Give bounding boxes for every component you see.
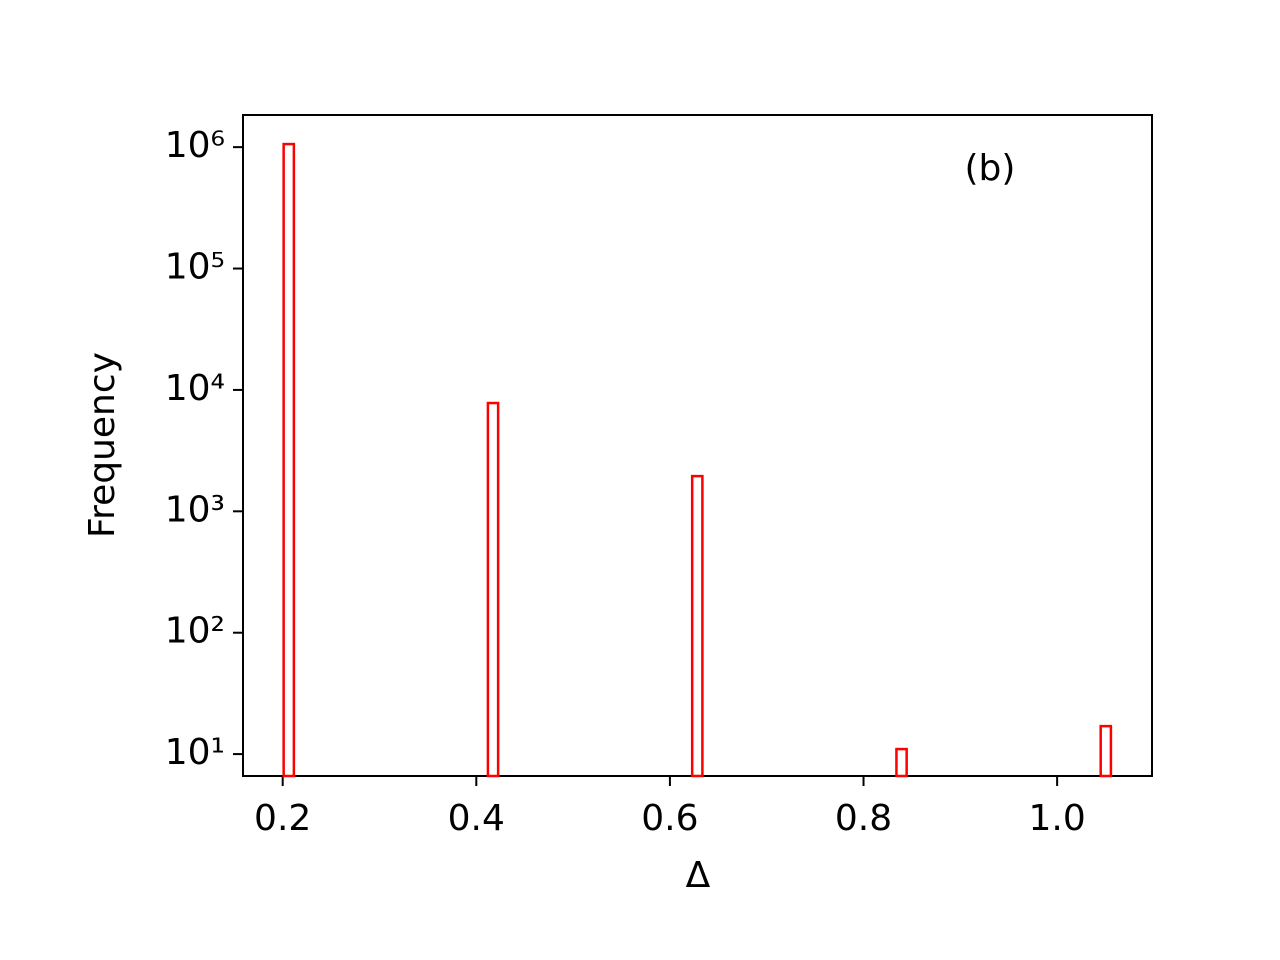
histogram-bar [690,474,704,778]
x-tick-label: 0.2 [254,798,311,839]
y-tick-label: 10¹ [165,732,225,773]
x-tick-label: 0.6 [641,798,698,839]
x-axis-label: Δ [686,855,711,896]
y-tick-label: 10⁵ [165,247,225,288]
y-axis-label: Frequency [82,352,123,538]
plot-frame [242,114,1153,777]
annotation: (b) [965,148,1016,189]
x-tick-label: 0.8 [835,798,892,839]
y-tick-label: 10³ [165,489,225,530]
histogram-bar [486,401,500,778]
x-tick-label: 0.4 [448,798,505,839]
y-tick-label: 10⁴ [165,368,225,409]
x-tick-label: 1.0 [1028,798,1085,839]
histogram-bar [282,142,296,778]
y-tick-label: 10² [165,611,225,652]
histogram-bar [1099,724,1113,778]
histogram-bar [895,747,908,778]
y-tick-label: 10⁶ [165,125,225,166]
